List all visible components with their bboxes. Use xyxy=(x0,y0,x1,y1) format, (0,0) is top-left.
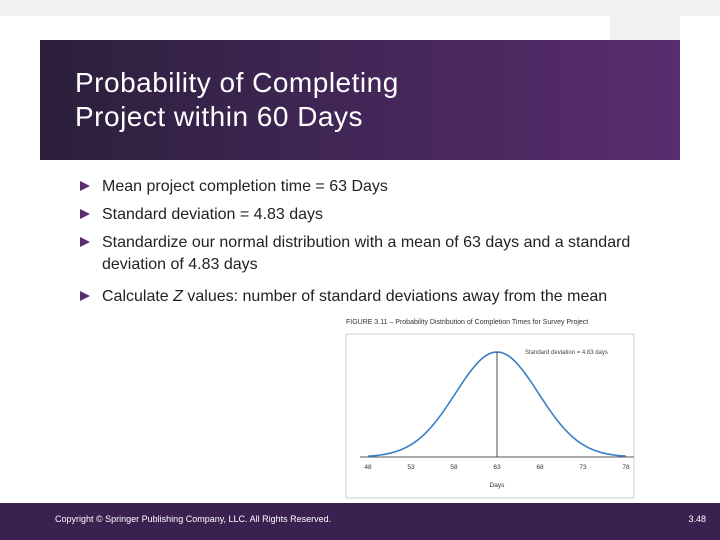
x-axis-label: Days xyxy=(490,482,506,489)
title-band: Probability of Completing Project within… xyxy=(40,40,680,160)
decorative-bar-top xyxy=(0,0,720,16)
normal-distribution-chart: FIGURE 3.11 – Probability Distribution o… xyxy=(345,319,635,499)
bullet-text-before: Calculate xyxy=(102,288,174,305)
decorative-bar-right xyxy=(610,0,680,40)
bullet-text: Mean project completion time = 63 Days xyxy=(102,178,388,195)
plot-frame xyxy=(345,333,635,499)
slide-title: Probability of Completing Project within… xyxy=(75,66,635,134)
x-tick-label: 53 xyxy=(407,464,415,471)
triangle-bullet-icon xyxy=(80,209,90,219)
bullet-item: Standardize our normal distribution with… xyxy=(78,232,638,276)
x-tick-label: 73 xyxy=(579,464,587,471)
triangle-bullet-icon xyxy=(80,237,90,247)
x-tick-label: 63 xyxy=(493,464,501,471)
slide-title-line-1: Probability of Completing xyxy=(75,67,399,98)
std-dev-annotation: Standard deviation = 4.83 days xyxy=(525,350,608,356)
bullet-item: Calculate Z values: number of standard d… xyxy=(78,286,638,308)
bullet-text: Standard deviation = 4.83 days xyxy=(102,206,324,223)
bullet-list: Mean project completion time = 63 Days S… xyxy=(78,176,638,314)
footer: Copyright © Springer Publishing Company,… xyxy=(0,503,720,540)
slide-title-line-2: Project within 60 Days xyxy=(75,101,364,132)
x-tick-label: 58 xyxy=(450,464,458,471)
triangle-bullet-icon xyxy=(80,181,90,191)
figure-caption: FIGURE 3.11 – Probability Distribution o… xyxy=(346,319,588,326)
figure: FIGURE 3.11 – Probability Distribution o… xyxy=(336,312,676,502)
x-tick-label: 48 xyxy=(364,464,372,471)
bullet-item: Mean project completion time = 63 Days xyxy=(78,176,638,198)
triangle-bullet-icon xyxy=(80,291,90,301)
bullet-text-emphasis: Z xyxy=(173,288,183,305)
chart-layer: Standard deviation = 4.83 days 48 53 58 63 68… xyxy=(360,350,634,489)
x-tick-label: 78 xyxy=(622,464,630,471)
bullet-text-after: values: number of standard deviations aw… xyxy=(182,288,608,305)
bullet-item: Standard deviation = 4.83 days xyxy=(78,204,638,226)
x-tick-label: 68 xyxy=(536,464,544,471)
page-number: 3.48 xyxy=(688,514,706,524)
copyright-text: Copyright © Springer Publishing Company,… xyxy=(55,514,332,524)
bullet-text: Standardize our normal distribution with… xyxy=(102,234,631,273)
